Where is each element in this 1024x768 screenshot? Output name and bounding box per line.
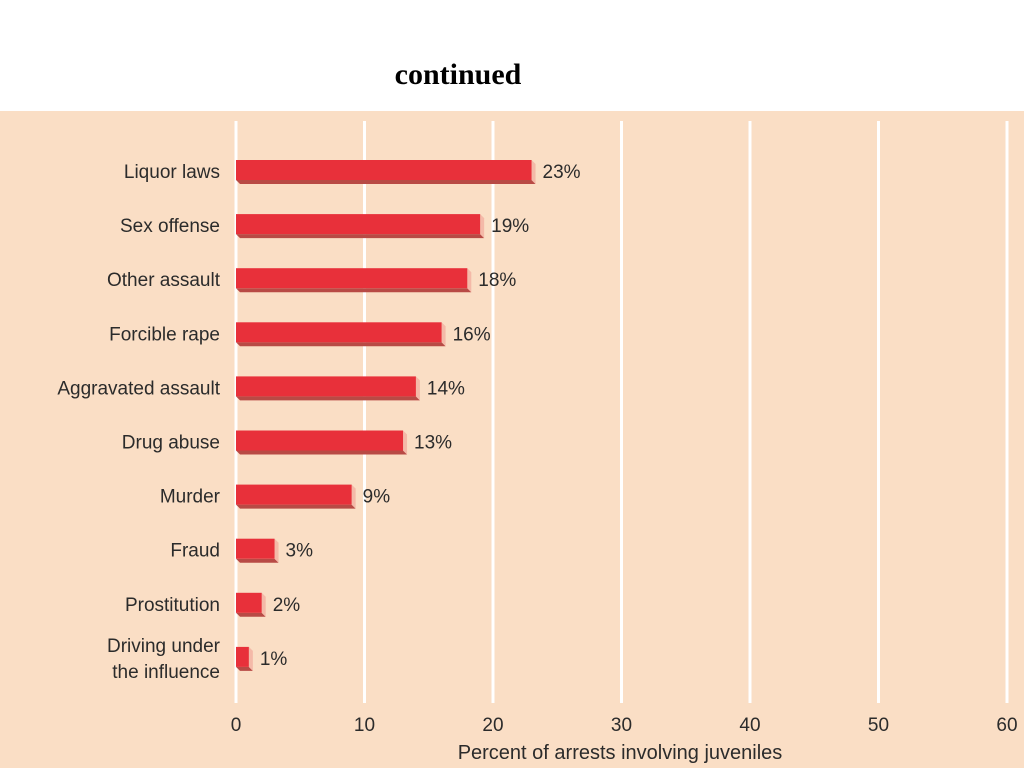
- bar-end-face: [403, 430, 408, 455]
- bar-bottom-face: [236, 396, 420, 401]
- bar-bottom-face: [236, 342, 446, 347]
- bar-end-face: [480, 214, 485, 239]
- bar-end-face: [415, 376, 420, 401]
- category-label: Prostitution: [125, 595, 220, 616]
- bar-bottom-face: [236, 234, 485, 239]
- category-label: Aggravated assault: [57, 378, 220, 399]
- bar-bottom-face: [236, 288, 472, 293]
- bar: [236, 646, 249, 667]
- data-label: 19%: [491, 216, 529, 237]
- bar: [236, 322, 442, 343]
- bar: [236, 268, 468, 289]
- bar-end-face: [467, 268, 472, 293]
- category-label: Forcible rape: [109, 324, 220, 345]
- bar-bottom-face: [236, 450, 408, 455]
- data-label: 3%: [286, 541, 314, 562]
- bar-bottom-face: [236, 612, 266, 617]
- category-label: Fraud: [170, 541, 220, 562]
- bar: [236, 484, 352, 505]
- bar-end-face: [274, 538, 279, 563]
- bar: [236, 430, 404, 451]
- bar-bottom-face: [236, 558, 279, 563]
- bar: [236, 160, 532, 180]
- tick-label: 50: [868, 715, 889, 736]
- category-label: Murder: [160, 487, 221, 508]
- bar: [236, 214, 481, 235]
- bar-end-face: [351, 484, 356, 509]
- chart-panel: [0, 111, 1024, 768]
- bar-bottom-face: [236, 504, 356, 509]
- bar: [236, 376, 416, 397]
- tick-label: 0: [231, 715, 242, 736]
- tick-label: 10: [354, 715, 375, 736]
- category-label: Driving under the influence: [107, 636, 221, 683]
- category-label: Liquor laws: [124, 162, 220, 183]
- category-label: Other assault: [107, 270, 221, 291]
- bar-end-face: [531, 160, 536, 184]
- tick-label: 30: [611, 715, 632, 736]
- data-label: 14%: [427, 378, 465, 399]
- data-label: 16%: [453, 324, 491, 345]
- bar: [236, 592, 262, 613]
- tick-label: 40: [739, 715, 760, 736]
- bar-bottom-face: [236, 180, 536, 184]
- data-label: 18%: [478, 270, 516, 291]
- tick-label: 20: [482, 715, 503, 736]
- bar-end-face: [248, 646, 253, 671]
- bar-end-face: [261, 592, 266, 617]
- data-label: 9%: [363, 487, 391, 508]
- data-label: 1%: [260, 649, 288, 670]
- data-label: 2%: [273, 595, 301, 616]
- category-label: Sex offense: [120, 216, 220, 237]
- data-label: 23%: [543, 162, 581, 183]
- x-axis-title: Percent of arrests involving juveniles: [458, 742, 783, 764]
- bar: [236, 538, 275, 559]
- bar-bottom-face: [236, 666, 253, 671]
- data-label: 13%: [414, 433, 452, 454]
- slide-title: continued: [394, 58, 522, 91]
- tick-label: 60: [996, 715, 1017, 736]
- bar-end-face: [441, 322, 446, 347]
- category-label: Drug abuse: [122, 433, 220, 454]
